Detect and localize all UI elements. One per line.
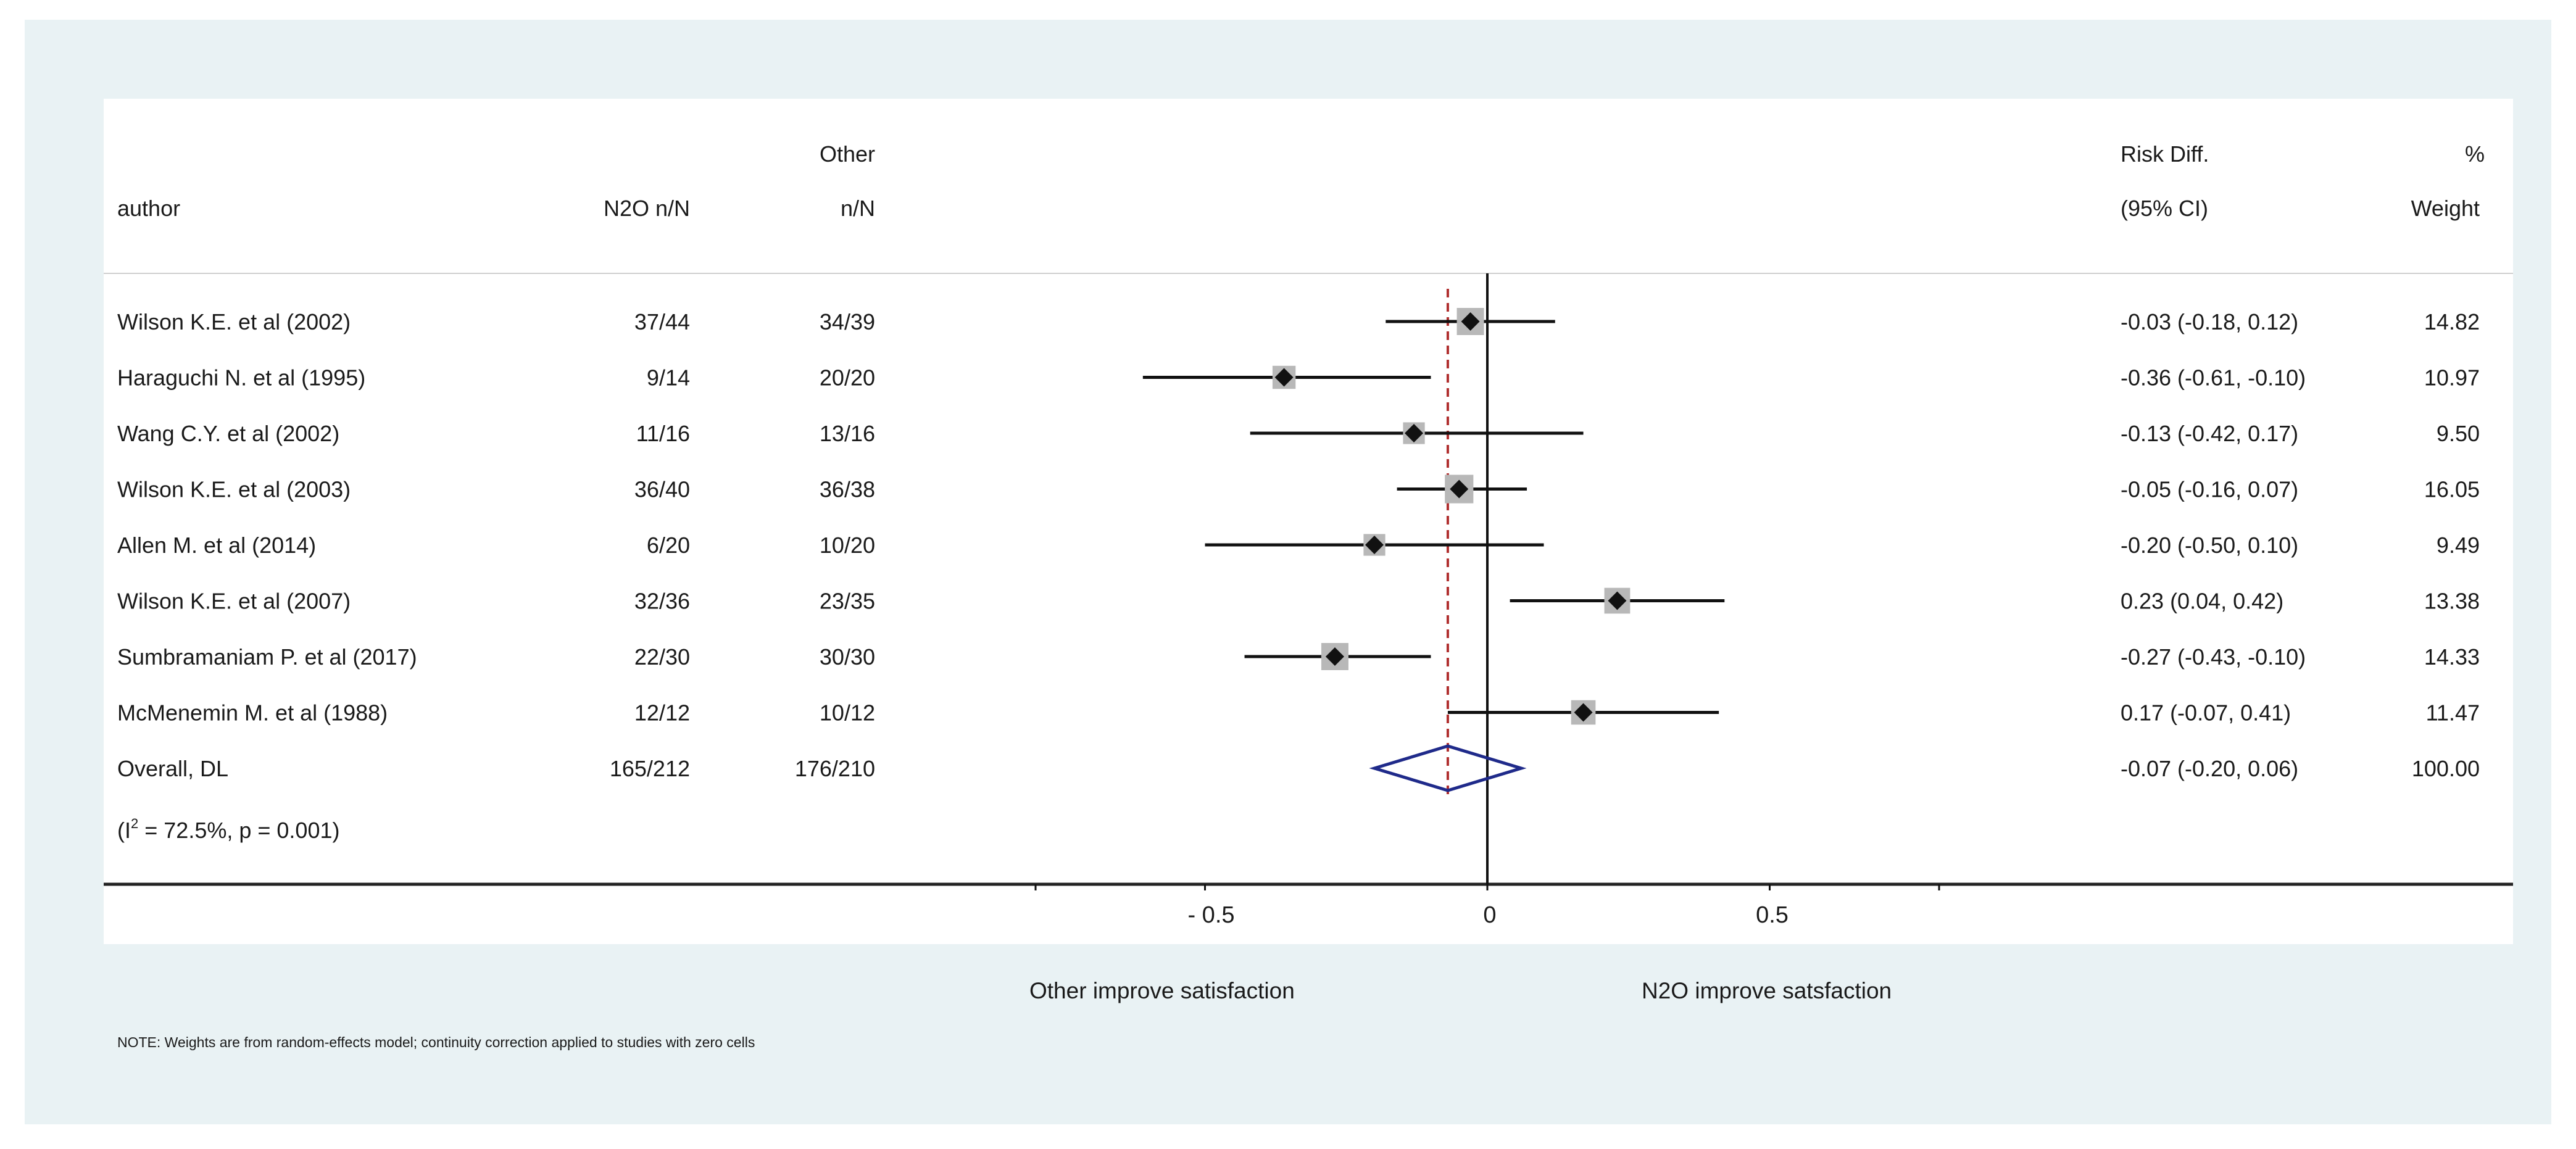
study-other-count: 23/35 bbox=[820, 589, 875, 614]
header-rd-top: Risk Diff. bbox=[2121, 141, 2209, 167]
header-rd-bottom: (95% CI) bbox=[2121, 196, 2208, 221]
study-author: Wilson K.E. et al (2003) bbox=[117, 477, 351, 502]
weights-note: NOTE: Weights are from random-effects mo… bbox=[117, 1034, 755, 1050]
study-other-count: 30/30 bbox=[820, 644, 875, 670]
overall-diamond bbox=[1369, 744, 1527, 792]
study-row: Haraguchi N. et al (1995) 9/14 20/20 -0.36 … bbox=[117, 365, 2480, 391]
left-direction-label: Other improve satisfaction bbox=[1029, 978, 1295, 1003]
x-tick-label: 0 bbox=[1483, 902, 1496, 928]
study-risk-diff: -0.03 (-0.18, 0.12) bbox=[2121, 309, 2298, 334]
study-weight: 14.33 bbox=[2424, 644, 2480, 670]
study-risk-diff: -0.20 (-0.50, 0.10) bbox=[2121, 533, 2298, 558]
study-point-marker bbox=[1608, 591, 1627, 610]
overall-risk-diff: -0.07 (-0.20, 0.06) bbox=[2121, 756, 2298, 781]
study-other-count: 13/16 bbox=[820, 421, 875, 446]
study-other-count: 10/20 bbox=[820, 533, 875, 558]
study-other-count: 20/20 bbox=[820, 365, 875, 391]
x-tick-label: 0.5 bbox=[1756, 902, 1789, 928]
heterogeneity-stat: (I2 = 72.5%, p = 0.001) bbox=[117, 816, 339, 843]
study-risk-diff: 0.17 (-0.07, 0.41) bbox=[2121, 700, 2291, 726]
study-risk-diff: -0.13 (-0.42, 0.17) bbox=[2121, 421, 2298, 446]
overall-other-count: 176/210 bbox=[795, 756, 875, 781]
study-point-marker bbox=[1461, 312, 1480, 331]
study-n2o-count: 32/36 bbox=[634, 589, 690, 614]
study-weight: 16.05 bbox=[2424, 477, 2480, 502]
study-weight: 9.50 bbox=[2437, 421, 2480, 446]
study-point-marker bbox=[1325, 647, 1344, 666]
study-n2o-count: 22/30 bbox=[634, 644, 690, 670]
study-weight: 14.82 bbox=[2424, 309, 2480, 334]
study-row: McMenemin M. et al (1988) 12/12 10/12 0.17 … bbox=[117, 700, 2480, 726]
study-n2o-count: 37/44 bbox=[634, 309, 690, 334]
study-n2o-count: 6/20 bbox=[647, 533, 690, 558]
header-weight-bottom: Weight bbox=[2411, 196, 2480, 221]
study-n2o-count: 36/40 bbox=[634, 477, 690, 502]
study-risk-diff: -0.36 (-0.61, -0.10) bbox=[2121, 365, 2306, 391]
study-weight: 9.49 bbox=[2437, 533, 2480, 558]
study-n2o-count: 12/12 bbox=[634, 700, 690, 726]
study-author: Haraguchi N. et al (1995) bbox=[117, 365, 365, 391]
study-risk-diff: -0.27 (-0.43, -0.10) bbox=[2121, 644, 2306, 670]
overall-n2o-count: 165/212 bbox=[610, 756, 690, 781]
study-other-count: 34/39 bbox=[820, 309, 875, 334]
right-direction-label: N2O improve satsfaction bbox=[1642, 978, 1892, 1003]
study-rows: Wilson K.E. et al (2002) 37/44 34/39 -0.03 … bbox=[117, 308, 2480, 726]
study-point-marker bbox=[1574, 703, 1593, 722]
overall-row: Overall, DL 165/212 176/210 -0.07 (-0.20, 0… bbox=[117, 744, 2480, 792]
study-weight: 11.47 bbox=[2426, 700, 2480, 726]
study-weight: 10.97 bbox=[2424, 365, 2480, 391]
reference-lines bbox=[1446, 273, 1489, 884]
study-point-marker bbox=[1450, 479, 1469, 499]
column-headers: author N2O n/N Other n/N Risk Diff. (95%… bbox=[117, 141, 2485, 221]
study-n2o-count: 11/16 bbox=[636, 421, 690, 446]
study-point-marker bbox=[1365, 536, 1384, 554]
study-n2o-count: 9/14 bbox=[647, 365, 690, 391]
study-row: Wilson K.E. et al (2007) 32/36 23/35 0.23 (… bbox=[117, 587, 2480, 614]
study-author: Wilson K.E. et al (2007) bbox=[117, 589, 351, 614]
overall-label: Overall, DL bbox=[117, 756, 228, 781]
x-axis-ticks: - 0.5 0 0.5 bbox=[1034, 884, 1940, 928]
study-risk-diff: -0.05 (-0.16, 0.07) bbox=[2121, 477, 2298, 502]
header-weight-top: % bbox=[2465, 141, 2485, 167]
study-author: Wilson K.E. et al (2002) bbox=[117, 309, 351, 334]
study-row: Sumbramaniam P. et al (2017) 22/30 30/30 -0… bbox=[117, 643, 2480, 670]
study-row: Wilson K.E. et al (2002) 37/44 34/39 -0.03 … bbox=[117, 308, 2480, 335]
study-author: Allen M. et al (2014) bbox=[117, 533, 316, 558]
study-other-count: 10/12 bbox=[820, 700, 875, 726]
study-point-marker bbox=[1405, 424, 1424, 442]
study-row: Allen M. et al (2014) 6/20 10/20 -0.20 (-0.… bbox=[117, 533, 2480, 558]
header-other-top: Other bbox=[820, 141, 875, 167]
study-author: Wang C.Y. et al (2002) bbox=[117, 421, 339, 446]
x-tick-label: - 0.5 bbox=[1187, 902, 1234, 928]
study-row: Wang C.Y. et al (2002) 11/16 13/16 -0.13 (-… bbox=[117, 421, 2480, 446]
study-author: McMenemin M. et al (1988) bbox=[117, 700, 388, 726]
study-author: Sumbramaniam P. et al (2017) bbox=[117, 644, 417, 670]
plot-panel bbox=[104, 99, 2513, 944]
header-n2o: N2O n/N bbox=[604, 196, 690, 221]
study-other-count: 36/38 bbox=[820, 477, 875, 502]
study-row: Wilson K.E. et al (2003) 36/40 36/38 -0.05 … bbox=[117, 475, 2480, 504]
header-other-bottom: n/N bbox=[841, 196, 875, 221]
study-risk-diff: 0.23 (0.04, 0.42) bbox=[2121, 589, 2283, 614]
study-point-marker bbox=[1274, 368, 1294, 387]
overall-weight: 100.00 bbox=[2412, 756, 2480, 781]
header-author: author bbox=[117, 196, 180, 221]
study-weight: 13.38 bbox=[2424, 589, 2480, 614]
